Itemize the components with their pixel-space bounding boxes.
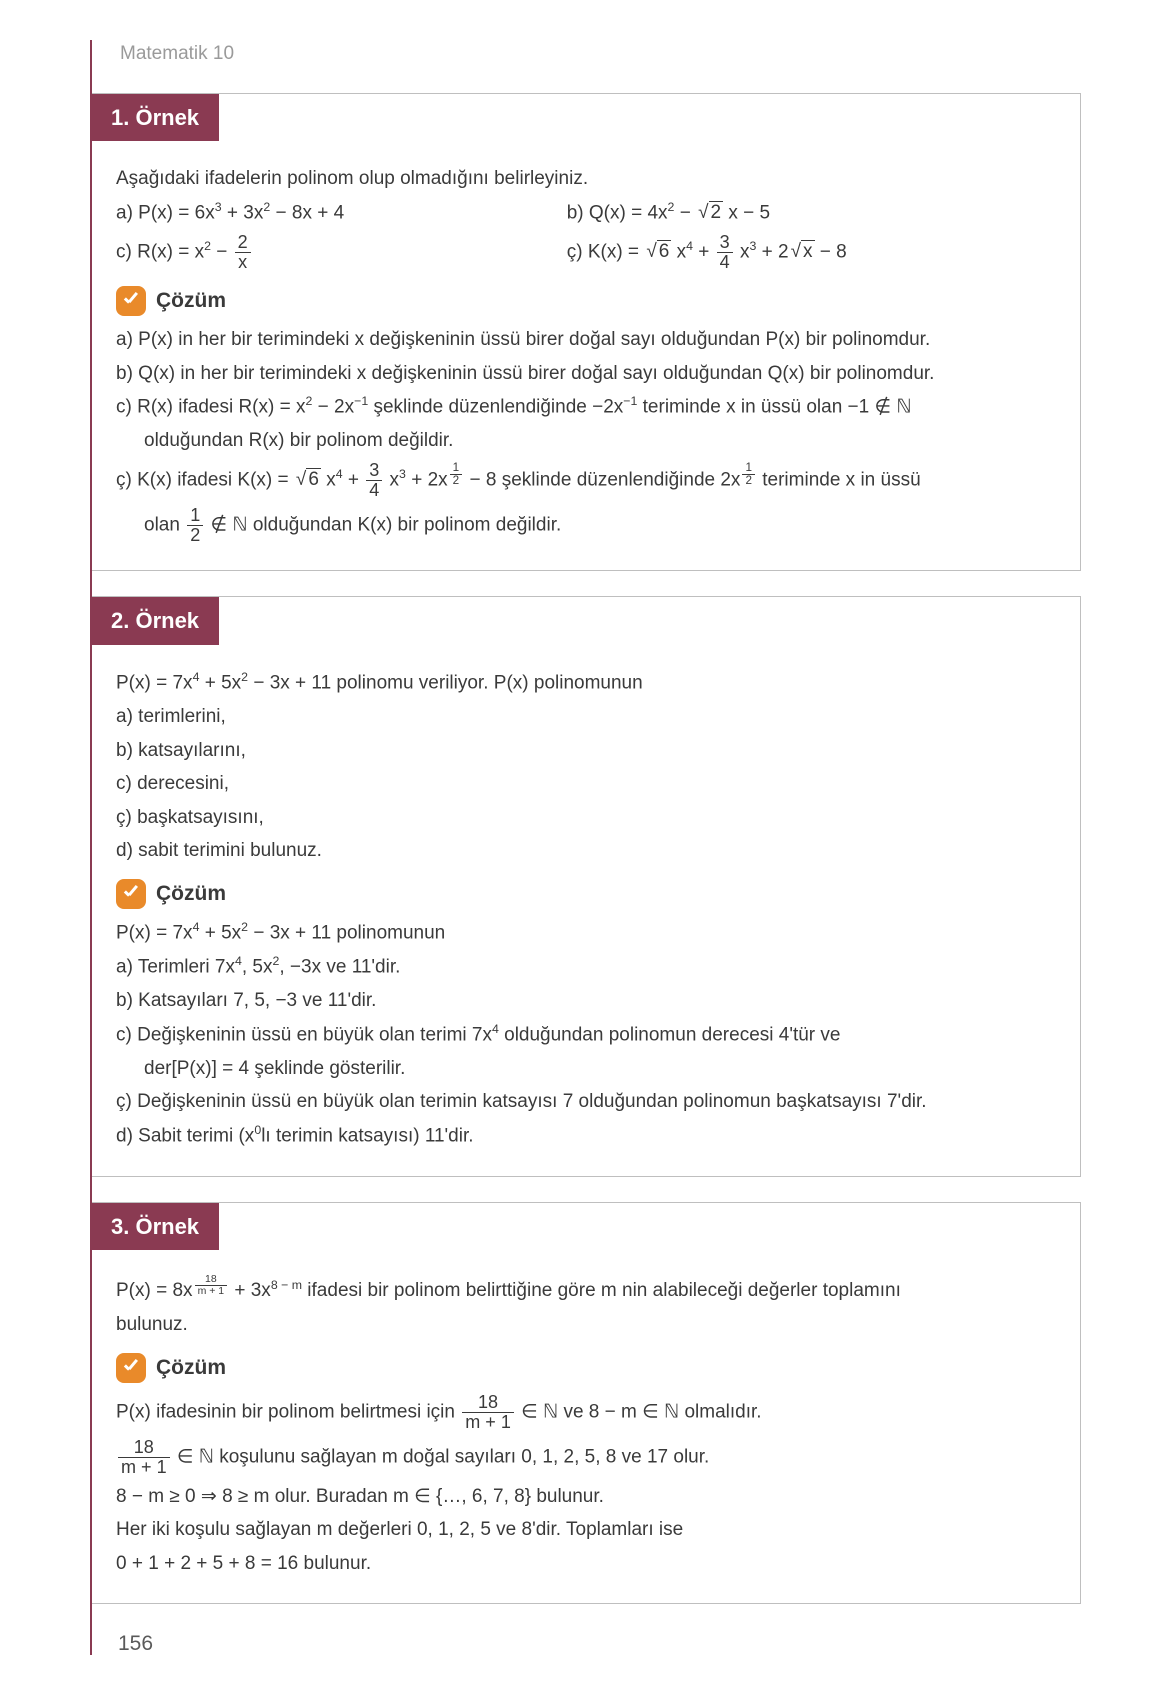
ex1-sol-b: b) Q(x) in her bir terimindeki x değişke… (116, 360, 1055, 388)
ex3-prompt: P(x) = 8x18m + 1 + 3x8 − m ifadesi bir p… (116, 1274, 1055, 1305)
ex2-b: b) katsayılarını, (116, 737, 1055, 765)
ex2-cc: ç) başkatsayısını, (116, 804, 1055, 832)
example-2-box: 2. Örnek P(x) = 7x4 + 5x2 − 3x + 11 poli… (90, 596, 1081, 1176)
ex2-sc: c) Değişkeninin üssü en büyük olan terim… (116, 1021, 1055, 1049)
check-icon (116, 879, 146, 909)
ex2-sc2: der[P(x)] = 4 şeklinde gösterilir. (116, 1055, 1055, 1083)
check-icon (116, 286, 146, 316)
ex1-prompt: Aşağıdaki ifadelerin polinom olup olmadı… (116, 165, 1055, 193)
ex2-sb: b) Katsayıları 7, 5, −3 ve 11'dir. (116, 987, 1055, 1015)
ex3-s4: Her iki koşulu sağlayan m değerleri 0, 1… (116, 1516, 1055, 1544)
cozum-label: Çözüm (156, 1353, 226, 1383)
ex2-sd: d) Sabit terimi (x0lı terimin katsayısı)… (116, 1122, 1055, 1150)
page-header: Matematik 10 (90, 40, 1081, 68)
ex2-c: c) derecesini, (116, 770, 1055, 798)
ex3-s2: 18m + 1 ∈ ℕ koşulunu sağlayan m doğal sa… (116, 1438, 1055, 1477)
ex1-sol-c2: olduğundan R(x) bir polinom değildir. (116, 427, 1055, 455)
example-3-title: 3. Örnek (91, 1203, 219, 1251)
ex1-item-cc: ç) K(x) = 6 x4 + 34 x3 + 2x − 8 (567, 233, 1055, 272)
ex1-sol-cc2: olan 12 ∉ ℕ olduğundan K(x) bir polinom … (116, 506, 1055, 545)
example-3-box: 3. Örnek P(x) = 8x18m + 1 + 3x8 − m ifad… (90, 1202, 1081, 1605)
ex3-prompt2: bulunuz. (116, 1311, 1055, 1339)
cozum-label: Çözüm (156, 286, 226, 316)
page-number: 156 (90, 1629, 1081, 1659)
ex1-sol-cc: ç) K(x) ifadesi K(x) = 6 x4 + 34 x3 + 2x… (116, 461, 1055, 500)
ex1-item-b: b) Q(x) = 4x2 − 2 x − 5 (567, 199, 1055, 227)
check-icon (116, 1353, 146, 1383)
ex1-sol-c: c) R(x) ifadesi R(x) = x2 − 2x−1 şeklind… (116, 393, 1055, 421)
ex2-sa: a) Terimleri 7x4, 5x2, −3x ve 11'dir. (116, 953, 1055, 981)
left-margin-rule (90, 40, 92, 1655)
ex2-s1: P(x) = 7x4 + 5x2 − 3x + 11 polinomunun (116, 919, 1055, 947)
cozum-label: Çözüm (156, 879, 226, 909)
example-1-box: 1. Örnek Aşağıdaki ifadelerin polinom ol… (90, 93, 1081, 572)
ex3-s1: P(x) ifadesinin bir polinom belirtmesi i… (116, 1393, 1055, 1432)
example-2-title: 2. Örnek (91, 597, 219, 645)
ex3-s3: 8 − m ≥ 0 ⇒ 8 ≥ m olur. Buradan m ∈ {…, … (116, 1483, 1055, 1511)
ex2-d: d) sabit terimini bulunuz. (116, 837, 1055, 865)
ex2-a: a) terimlerini, (116, 703, 1055, 731)
ex2-prompt: P(x) = 7x4 + 5x2 − 3x + 11 polinomu veri… (116, 669, 1055, 697)
example-1-title: 1. Örnek (91, 94, 219, 142)
ex1-item-c: c) R(x) = x2 − 2x (116, 233, 567, 272)
ex1-sol-a: a) P(x) in her bir terimindeki x değişke… (116, 326, 1055, 354)
ex3-s5: 0 + 1 + 2 + 5 + 8 = 16 bulunur. (116, 1550, 1055, 1578)
ex1-item-a: a) P(x) = 6x3 + 3x2 − 8x + 4 (116, 199, 567, 227)
ex2-scc: ç) Değişkeninin üssü en büyük olan terim… (116, 1088, 1055, 1116)
